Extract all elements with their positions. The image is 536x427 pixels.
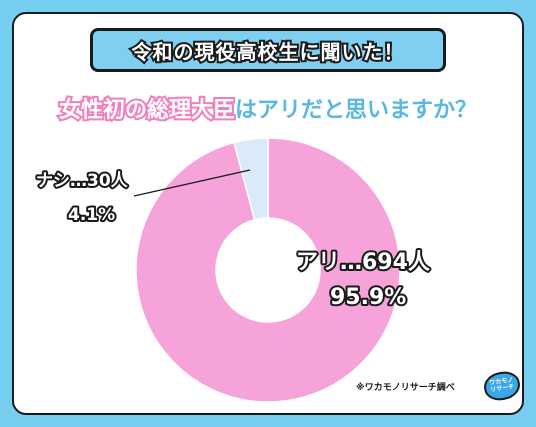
- percent-ari: 95.9%: [330, 285, 406, 310]
- percent-nashi: 4.1%: [68, 205, 115, 225]
- slice-ari: [135, 137, 401, 403]
- source-footnote: ※ワカモノリサーチ調べ: [356, 383, 455, 393]
- slice-nashi: [233, 137, 269, 221]
- question-highlight: 女性初の総理大臣: [57, 96, 237, 125]
- banner-title: 令和の現役高校生に聞いた！: [90, 28, 446, 72]
- logo-line2: リサーチ: [489, 383, 515, 394]
- chart-question: 女性初の総理大臣はアリだと思いますか？: [0, 92, 536, 125]
- leader-line: [133, 169, 251, 197]
- question-rest: はアリだと思いますか？: [235, 98, 478, 123]
- label-nashi: ナシ…30人: [36, 171, 129, 191]
- label-ari: アリ…694人: [296, 250, 430, 275]
